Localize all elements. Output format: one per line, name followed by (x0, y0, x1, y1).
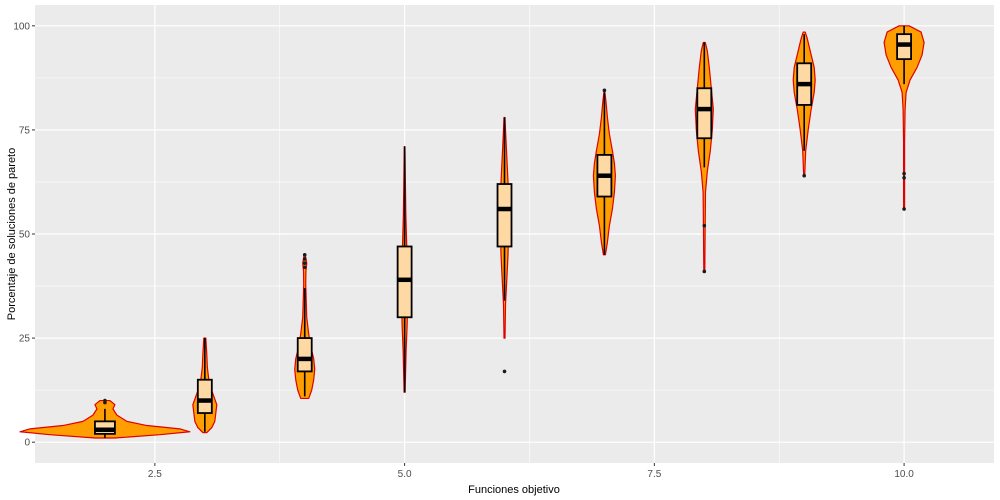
outlier-point (302, 257, 307, 261)
outlier-point (702, 223, 707, 228)
x-tick-label: 7.5 (647, 469, 661, 480)
outlier-point (302, 261, 307, 265)
outlier-point (502, 369, 507, 374)
y-tick-label: 0 (24, 438, 30, 449)
y-tick-label: 100 (13, 21, 30, 32)
x-tick-label: 10.0 (894, 469, 914, 480)
outlier-points (103, 88, 906, 405)
box-iqr (296, 337, 313, 373)
outlier-point (702, 269, 707, 274)
y-axis-ticks: 0 25 50 75 100 (13, 21, 35, 449)
x-axis-ticks: 2.5 5.0 7.5 10.0 (148, 463, 914, 480)
violin-shape (883, 25, 925, 210)
outlier-point (902, 207, 906, 211)
box-iqr (696, 87, 713, 140)
y-tick-label: 75 (19, 125, 31, 136)
outlier-point (302, 253, 307, 257)
outlier-point (302, 265, 307, 270)
x-tick-label: 2.5 (148, 469, 162, 480)
y-tick-label: 25 (19, 334, 31, 345)
boxplots (94, 25, 912, 439)
outlier-point (103, 398, 107, 403)
y-axis-title: Porcentaje de soluciones de pareto (6, 148, 18, 320)
y-tick-label: 50 (19, 230, 31, 241)
x-tick-label: 5.0 (398, 469, 412, 480)
box-iqr (496, 183, 513, 248)
box-iqr (196, 378, 213, 414)
outlier-point (902, 171, 906, 176)
x-axis-title: Funciones objetivo (468, 484, 560, 496)
outlier-point (802, 173, 806, 178)
outlier-point (902, 175, 906, 180)
outlier-point (602, 88, 607, 93)
